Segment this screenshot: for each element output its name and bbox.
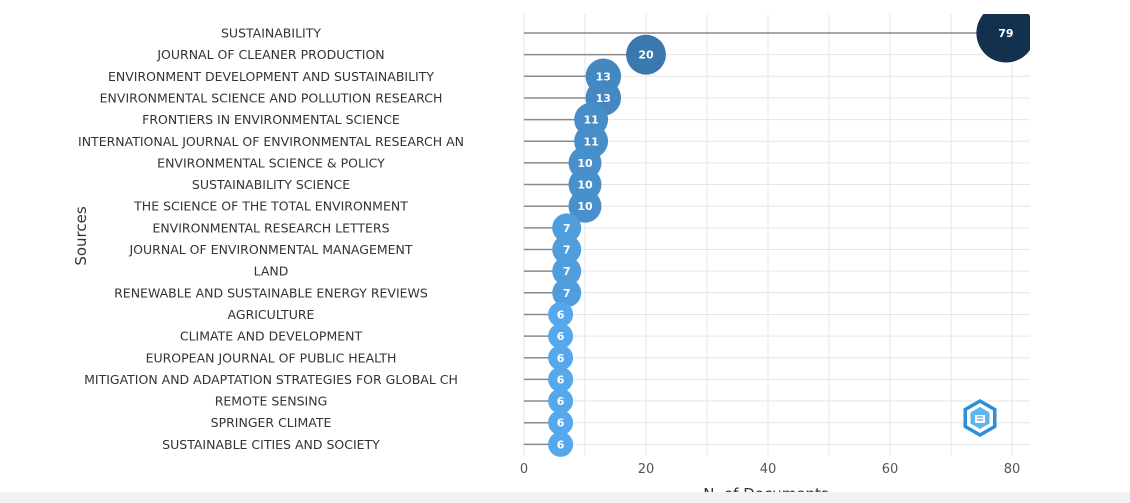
lollipop-dot (552, 256, 582, 286)
category-label: THE SCIENCE OF THE TOTAL ENVIRONMENT (133, 199, 408, 214)
value-label: 10 (577, 200, 593, 213)
lollipop-dot (552, 235, 582, 264)
value-label: 13 (596, 70, 611, 83)
lollipop-dot (548, 366, 574, 392)
category-label: ENVIRONMENTAL SCIENCE & POLICY (157, 155, 385, 170)
category-label: REMOTE SENSING (215, 394, 328, 409)
value-label: 7 (563, 287, 571, 300)
lollipop-dot (548, 345, 574, 371)
value-label: 11 (583, 114, 598, 127)
value-label: 6 (557, 330, 565, 343)
value-label: 10 (577, 179, 593, 192)
bibliometrix-logo-icon (963, 399, 997, 437)
y-axis-title: Sources (72, 206, 90, 266)
value-label: 13 (596, 92, 611, 105)
category-label: MITIGATION AND ADAPTATION STRATEGIES FOR… (84, 372, 458, 387)
value-label: 79 (998, 27, 1013, 40)
value-label: 6 (557, 373, 565, 386)
category-label: JOURNAL OF ENVIRONMENTAL MANAGEMENT (128, 242, 412, 257)
value-label: 6 (557, 417, 565, 430)
category-label: EUROPEAN JOURNAL OF PUBLIC HEALTH (146, 350, 397, 365)
category-label: SUSTAINABLE CITIES AND SOCIETY (162, 437, 380, 452)
x-tick-label: 0 (520, 462, 528, 477)
value-label: 7 (563, 222, 571, 235)
value-label: 20 (638, 49, 654, 62)
x-tick-labels: 0 20 40 60 80 (520, 462, 1020, 477)
value-label: 10 (577, 157, 593, 170)
category-label: JOURNAL OF CLEANER PRODUCTION (156, 47, 384, 62)
value-label: 11 (583, 135, 598, 148)
category-labels: SUSTAINABILITY JOURNAL OF CLEANER PRODUCT… (78, 26, 464, 452)
value-label: 7 (563, 265, 571, 278)
x-tick-label: 60 (882, 462, 899, 477)
lollipop-dot (568, 189, 602, 223)
value-label: 7 (563, 244, 571, 257)
category-label: CLIMATE AND DEVELOPMENT (180, 329, 363, 344)
x-tick-label: 40 (760, 462, 777, 477)
lollipop-dot (548, 410, 574, 436)
x-tick-label: 20 (638, 462, 655, 477)
category-label: ENVIRONMENTAL SCIENCE AND POLLUTION RESE… (100, 90, 443, 105)
lollipop-dot (552, 213, 582, 243)
category-label: SUSTAINABILITY (221, 26, 321, 41)
value-label: 6 (557, 395, 565, 408)
category-label: FRONTIERS IN ENVIRONMENTAL SCIENCE (142, 112, 400, 127)
lollipop-dot (976, 14, 1030, 63)
lollipop-dot (548, 388, 574, 414)
category-label: INTERNATIONAL JOURNAL OF ENVIRONMENTAL R… (78, 134, 464, 149)
category-label: AGRICULTURE (228, 307, 315, 322)
category-label: RENEWABLE AND SUSTAINABLE ENERGY REVIEWS (114, 285, 428, 300)
value-label: 6 (557, 438, 565, 451)
category-label: SUSTAINABILITY SCIENCE (192, 177, 350, 192)
lollipop-dot (552, 278, 582, 308)
lollipop-dot (626, 34, 666, 75)
category-label: ENVIRONMENT DEVELOPMENT AND SUSTAINABILI… (108, 69, 434, 84)
lollipop-dot (548, 323, 574, 349)
category-label: ENVIRONMENTAL RESEARCH LETTERS (152, 220, 389, 235)
dots: 79 20 13 13 11 11 10 10 10 7 7 7 7 6 6 6 6 6 6 6 (548, 14, 1030, 457)
value-label: 6 (557, 352, 565, 365)
category-label: SPRINGER CLIMATE (211, 415, 332, 430)
value-label: 6 (557, 308, 565, 321)
lollipop-dot (548, 301, 574, 327)
bottom-strip (0, 492, 1130, 503)
x-tick-label: 80 (1004, 462, 1021, 477)
category-label: LAND (254, 264, 289, 279)
lollipop-dot (548, 431, 574, 457)
